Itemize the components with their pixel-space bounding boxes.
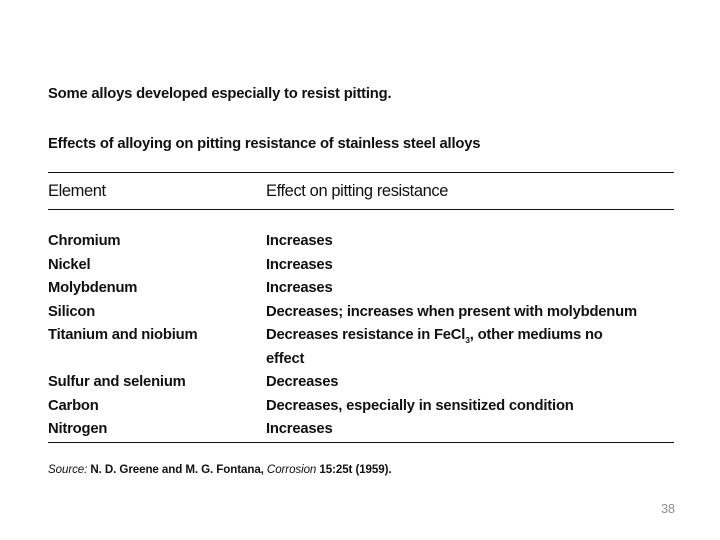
element-cell: Nitrogen bbox=[48, 421, 108, 437]
table-row: Nickel Increases bbox=[48, 254, 674, 278]
element-cell: Chromium bbox=[48, 233, 121, 249]
element-cell: Silicon bbox=[48, 303, 96, 320]
effect-line: Decreases; increases when present with m… bbox=[266, 303, 637, 320]
table-row: Nitrogen Increases bbox=[48, 418, 674, 442]
intro-text: Some alloys developed especially to resi… bbox=[48, 86, 392, 102]
effect-cell: Decreases resistance in FeCl3, other med… bbox=[266, 324, 674, 371]
effect-line: Decreases bbox=[266, 374, 339, 390]
source-italic-segment: Source: bbox=[48, 463, 91, 476]
source-segment: N. D. Greene and M. G. Fontana, bbox=[90, 463, 267, 476]
effect-cell: Increases bbox=[266, 230, 674, 254]
effect-cell: Decreases; increases when present with m… bbox=[266, 301, 674, 325]
page-number: 38 bbox=[661, 502, 675, 516]
column-header-effect: Effect on pitting resistance bbox=[266, 181, 449, 200]
effect-line: Increases bbox=[266, 280, 333, 296]
table-row: Silicon Decreases; increases when present… bbox=[48, 301, 674, 325]
subscript: 3 bbox=[465, 334, 470, 345]
effect-line: Increases bbox=[266, 421, 333, 437]
table-row: Carbon Decreases, especially in sensitize… bbox=[48, 395, 674, 419]
element-cell: Titanium and niobium bbox=[48, 327, 198, 343]
effect-cell: Increases bbox=[266, 277, 674, 301]
table-row: Titanium and niobium Decreases resistance… bbox=[48, 324, 674, 371]
table-body: Chromium Increases Nickel Increases Molybden… bbox=[48, 210, 674, 443]
source-citation: Source: N. D. Greene and M. G. Fontana, … bbox=[48, 463, 392, 476]
source-segment: 15:25t (1959). bbox=[319, 463, 392, 476]
element-cell: Carbon bbox=[48, 397, 99, 414]
table-row: Sulfur and selenium Decreases bbox=[48, 371, 674, 395]
element-cell: Sulfur and selenium bbox=[48, 374, 186, 390]
effect-line: Increases bbox=[266, 256, 333, 273]
column-header-element: Element bbox=[48, 181, 106, 200]
element-cell: Nickel bbox=[48, 256, 91, 273]
effect-cell: Increases bbox=[266, 254, 674, 278]
source-italic-segment: Corrosion bbox=[266, 463, 320, 476]
effect-line: Increases bbox=[266, 233, 333, 249]
effect-cell: Increases bbox=[266, 418, 674, 442]
table-row: Chromium Increases bbox=[48, 230, 674, 254]
pitting-resistance-table: Element Effect on pitting resistance Chr… bbox=[48, 172, 674, 443]
table-header-row: Element Effect on pitting resistance bbox=[48, 172, 674, 210]
effect-cell: Decreases, especially in sensitized cond… bbox=[266, 395, 674, 419]
effect-line: effect bbox=[266, 350, 305, 367]
element-cell: Molybdenum bbox=[48, 280, 138, 296]
table-caption: Effects of alloying on pitting resistanc… bbox=[48, 136, 481, 152]
effect-line: Decreases, especially in sensitized cond… bbox=[266, 397, 574, 414]
table-row: Molybdenum Increases bbox=[48, 277, 674, 301]
effect-line: Decreases resistance in FeCl3, other med… bbox=[266, 327, 603, 345]
effect-cell: Decreases bbox=[266, 371, 674, 395]
